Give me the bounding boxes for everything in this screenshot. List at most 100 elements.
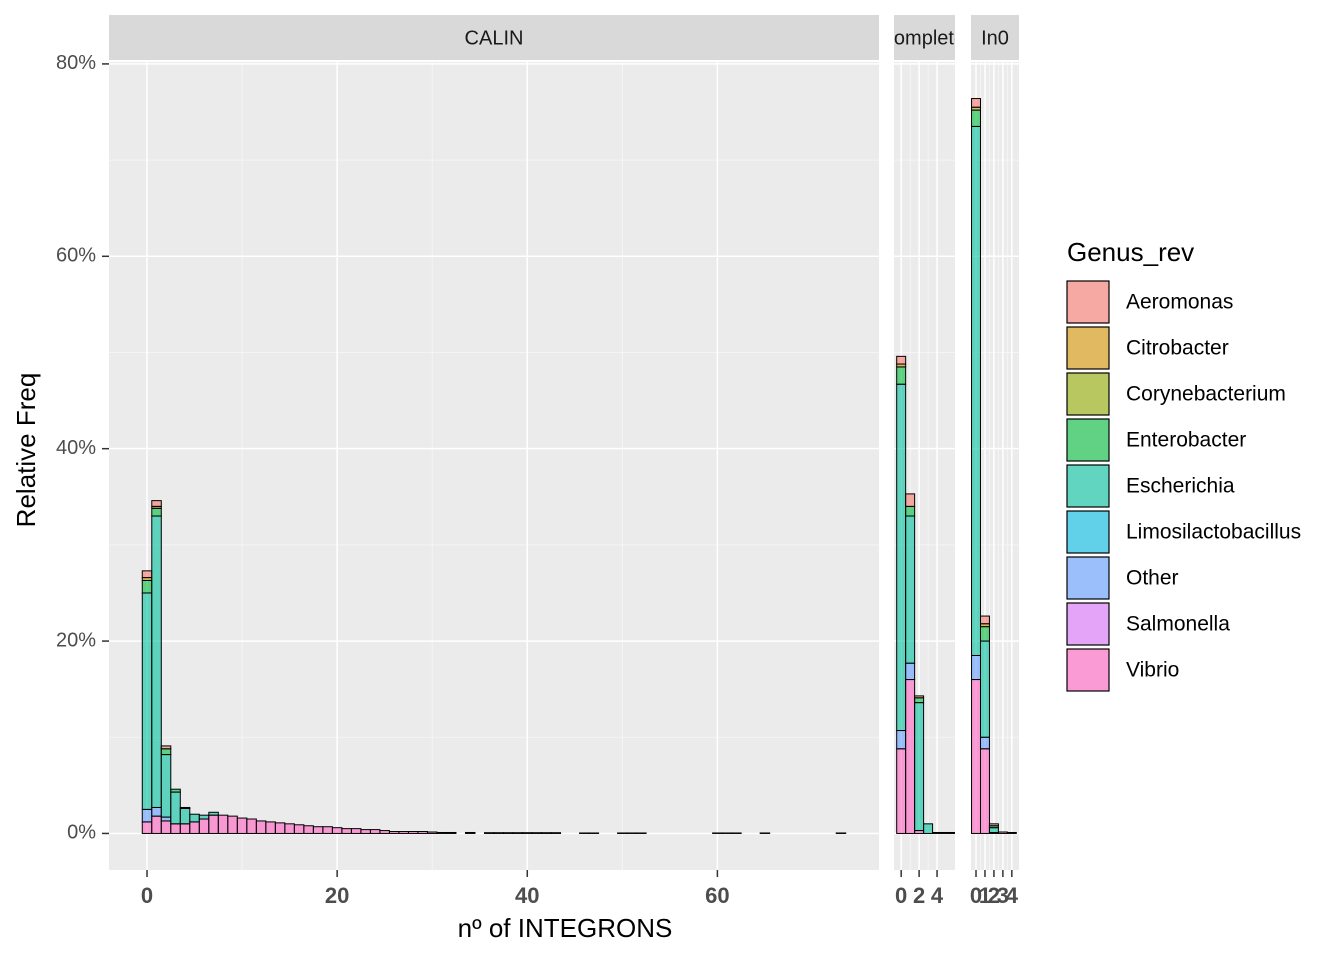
legend-swatch: [1066, 280, 1110, 324]
bar-segment: [522, 832, 533, 834]
bar-segment: [208, 811, 219, 816]
bars: [141, 500, 847, 834]
bar-segment: [141, 579, 153, 594]
bar-segment: [541, 832, 552, 834]
bar-segment: [141, 808, 153, 823]
bar-segment: [141, 821, 153, 834]
bar-segment: [979, 615, 990, 625]
legend-swatch: [1066, 464, 1110, 508]
bar-segment: [170, 788, 181, 793]
bar-segment: [398, 831, 409, 834]
bar-segment: [896, 730, 907, 750]
bar-segment: [512, 832, 524, 834]
bar-segment: [322, 826, 333, 834]
bar-segment: [905, 515, 916, 664]
bar-segment: [950, 831, 955, 834]
y-tick-label: 20%: [56, 629, 96, 651]
bar-segment: [896, 366, 907, 385]
legend-label: Escherichia: [1126, 475, 1235, 498]
bar-segment: [160, 745, 172, 750]
bar-segment: [360, 829, 371, 834]
bar-segment: [896, 383, 907, 732]
bar-segment: [284, 823, 295, 834]
bar-segment: [151, 500, 162, 507]
bar-segment: [151, 515, 162, 808]
bar-segment: [464, 831, 476, 834]
x-tick-label: 4: [1006, 883, 1019, 908]
bar-segment: [170, 823, 181, 834]
bar-segment: [932, 831, 943, 834]
x-tick-label: 20: [325, 883, 349, 908]
bar-segment: [531, 832, 543, 834]
legend-swatch: [1066, 326, 1110, 370]
bar-segment: [331, 827, 343, 834]
bar-segment: [997, 831, 1008, 834]
legend-label: Limosilactobacillus: [1126, 521, 1301, 544]
bar-segment: [179, 823, 191, 834]
bar-segment: [905, 679, 916, 834]
bar-segment: [141, 592, 153, 810]
bar-segment: [923, 823, 934, 834]
bar-segment: [189, 821, 200, 834]
bar-segment: [236, 817, 248, 834]
x-tick-label: 1: [979, 883, 991, 908]
bar-segment: [246, 818, 257, 834]
strip-label: In0: [981, 27, 1009, 49]
x-tick-label: 0: [141, 883, 153, 908]
bar-segment: [217, 814, 229, 834]
bar-segment: [379, 830, 390, 834]
legend-label: Vibrio: [1126, 659, 1179, 682]
x-tick-label: 2: [913, 883, 925, 908]
bar-segment: [445, 831, 457, 834]
bar-segment: [160, 816, 172, 822]
bar-segment: [303, 825, 314, 834]
y-axis-title: Relative Freq: [11, 373, 41, 528]
legend-label: Enterobacter: [1126, 429, 1246, 452]
bar-segment: [905, 493, 916, 507]
bar-segment: [341, 828, 352, 834]
bar-segment: [493, 832, 505, 834]
bar-segment: [905, 662, 916, 681]
y-tick-label: 40%: [56, 437, 96, 459]
strip: [109, 15, 879, 60]
y-tick-label: 80%: [56, 52, 96, 74]
bar-segment: [988, 827, 999, 833]
bar-segment: [979, 748, 990, 834]
legend-swatch: [1066, 418, 1110, 462]
x-axis-title: nº of INTEGRONS: [458, 913, 673, 943]
bar-segment: [312, 826, 324, 834]
bar-segment: [407, 831, 419, 834]
x-tick-label: 0: [970, 883, 982, 908]
legend-swatch: [1066, 648, 1110, 692]
bar-segment: [914, 697, 925, 704]
bar-segment: [971, 109, 981, 127]
bar-segment: [255, 820, 267, 834]
bar-segment: [483, 832, 495, 834]
bar-segment: [436, 831, 447, 834]
y-tick-label: 0%: [67, 822, 96, 844]
legend-swatch: [1066, 372, 1110, 416]
panel-background: [109, 62, 879, 870]
strip: [894, 15, 955, 60]
bar-segment: [350, 828, 362, 834]
bar-segment: [179, 807, 191, 825]
bar-segment: [426, 831, 438, 834]
bar-segment: [971, 654, 981, 681]
strip: [971, 15, 1019, 60]
bar-segment: [905, 505, 916, 517]
bar-segment: [160, 748, 172, 756]
bar-segment: [151, 806, 162, 817]
bar-segment: [160, 754, 172, 818]
bar-segment: [369, 829, 381, 834]
strip-label: CALIN: [465, 27, 524, 49]
x-tick-label: 3: [997, 883, 1009, 908]
bar-segment: [227, 815, 238, 834]
bar-segment: [141, 570, 153, 579]
bar-segment: [503, 832, 514, 834]
bar-segment: [274, 822, 286, 834]
bar-segment: [388, 831, 400, 834]
x-tick-label: 0: [895, 883, 907, 908]
bar-segment: [971, 125, 981, 656]
bar-segment: [170, 791, 181, 825]
x-tick-label: 60: [705, 883, 729, 908]
